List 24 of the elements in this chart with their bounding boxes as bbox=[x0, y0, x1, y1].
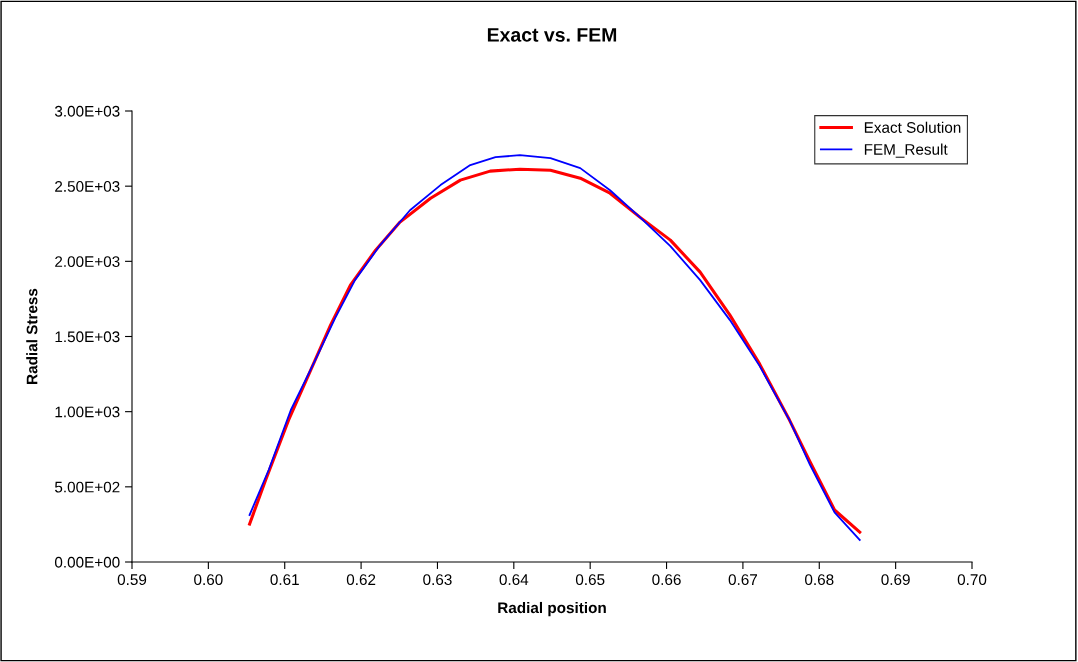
legend-label: FEM_Result bbox=[864, 143, 948, 158]
y-tick-label: 2.00E+03 bbox=[55, 256, 120, 268]
y-tick-label: 0.00E+00 bbox=[54, 556, 120, 568]
y-axis-title: Radial Stress bbox=[26, 288, 38, 384]
x-tick-label: 0.65 bbox=[575, 574, 605, 586]
x-tick-label: 0.59 bbox=[117, 574, 147, 586]
x-tick-label: 0.64 bbox=[499, 574, 529, 586]
y-tick-label: 5.00E+02 bbox=[54, 481, 120, 493]
x-tick-label: 0.60 bbox=[194, 574, 223, 586]
x-tick-label: 0.68 bbox=[805, 574, 834, 586]
y-tick-label: 2.50E+03 bbox=[55, 181, 120, 192]
x-tick-label: 0.66 bbox=[652, 574, 681, 586]
chart-title: Exact vs. FEM bbox=[487, 28, 617, 42]
y-tick-label: 1.50E+03 bbox=[55, 331, 120, 343]
x-tick-label: 0.69 bbox=[881, 574, 910, 586]
x-tick-label: 0.61 bbox=[270, 574, 299, 586]
x-axis-title: Radial position bbox=[498, 601, 606, 617]
x-tick-label: 0.67 bbox=[728, 574, 758, 586]
y-tick-label: 1.00E+03 bbox=[55, 406, 120, 418]
legend-label: Exact Solution bbox=[864, 121, 961, 133]
y-tick-label: 3.00E+03 bbox=[54, 105, 120, 117]
x-tick-label: 0.70 bbox=[957, 574, 987, 586]
x-tick-label: 0.62 bbox=[346, 574, 376, 586]
x-tick-label: 0.63 bbox=[423, 574, 452, 586]
